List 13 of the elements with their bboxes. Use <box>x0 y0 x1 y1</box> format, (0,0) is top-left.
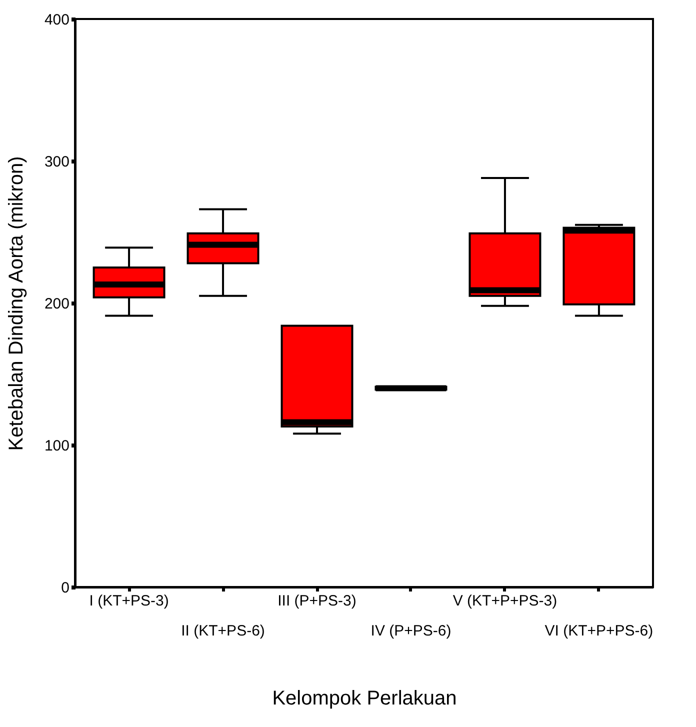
x-tick-label: II (KT+PS-6) <box>181 622 265 640</box>
x-tick-label: IV (P+PS-6) <box>370 622 452 640</box>
y-tick-label: 400 <box>44 12 70 28</box>
y-axis-title: Ketebalan Dinding Aorta (mikron) <box>5 156 28 451</box>
y-tick-label: 300 <box>44 154 70 170</box>
y-tick-label: 0 <box>61 580 70 596</box>
x-axis-title: Kelompok Perlakuan <box>272 688 457 710</box>
x-tick-label: V (KT+P+PS-3) <box>452 592 558 610</box>
x-tick-label: III (P+PS-3) <box>278 592 356 610</box>
y-tick-label: 100 <box>44 438 70 454</box>
y-tick-label: 200 <box>44 296 70 312</box>
x-tick-label: VI (KT+P+PS-6) <box>544 622 654 640</box>
x-tick-label: I (KT+PS-3) <box>89 592 169 610</box>
